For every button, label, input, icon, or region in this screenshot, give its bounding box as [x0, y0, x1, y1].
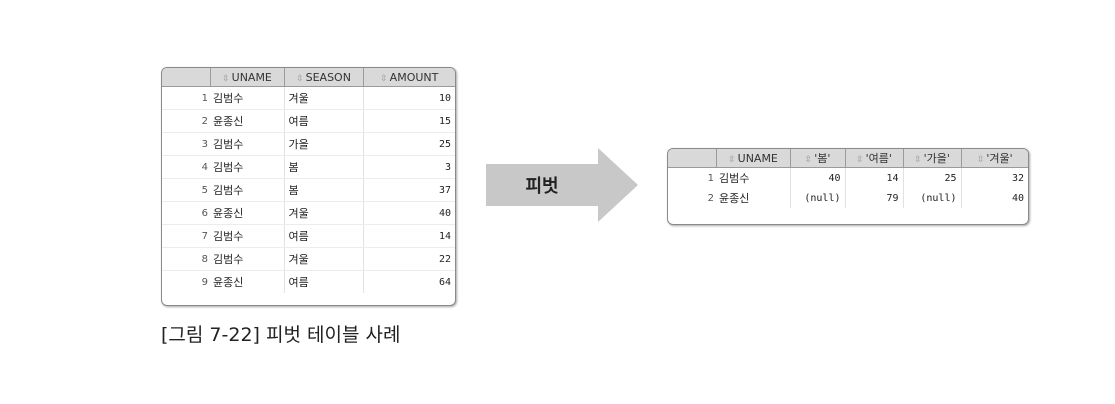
autumn-cell[interactable]: (null): [903, 188, 962, 208]
row-number: 7: [162, 224, 210, 248]
uname-cell[interactable]: 윤종신: [210, 109, 285, 133]
uname-cell[interactable]: 윤종신: [210, 270, 285, 293]
column-header-season[interactable]: ⇳ SEASON: [284, 68, 364, 87]
uname-cell[interactable]: 김범수: [716, 167, 791, 188]
table-row[interactable]: 1 김범수 겨울 10: [162, 86, 455, 110]
uname-cell[interactable]: 윤종신: [210, 201, 285, 225]
pivot-table: ⇳ UNAME ⇳ '봄' ⇳ '여름' ⇳ '가을' ⇳ '겨울' 1 김범수 40 1…: [668, 149, 1028, 208]
source-table-grid: ⇳ UNAME ⇳ SEASON ⇳ AMOUNT 1 김범수 겨울 10 2 윤종신…: [161, 67, 456, 306]
sort-arrows-icon[interactable]: ⇳: [976, 155, 985, 165]
season-cell[interactable]: 여름: [284, 224, 364, 248]
sort-arrows-icon[interactable]: ⇳: [222, 73, 230, 84]
row-number: 2: [162, 109, 210, 133]
row-number: 5: [162, 178, 210, 202]
winter-cell[interactable]: 40: [1011, 192, 1024, 204]
column-header-summer[interactable]: ⇳ '여름': [845, 149, 904, 168]
season-cell[interactable]: 여름: [284, 109, 364, 133]
table-row[interactable]: 8 김범수 겨울 22: [162, 247, 455, 271]
summer-cell[interactable]: 14: [845, 167, 904, 188]
column-header-spring[interactable]: ⇳ '봄': [790, 149, 846, 168]
uname-cell[interactable]: 김범수: [210, 224, 285, 248]
sort-arrows-icon[interactable]: ⇳: [914, 155, 922, 165]
season-cell[interactable]: 가을: [284, 132, 364, 156]
uname-cell[interactable]: 윤종신: [716, 188, 791, 208]
table-row[interactable]: 6 윤종신 겨울 40: [162, 201, 455, 225]
row-number: 3: [162, 132, 210, 156]
table-row[interactable]: 9 윤종신 여름 64: [162, 270, 455, 293]
source-table: ⇳ UNAME ⇳ SEASON ⇳ AMOUNT 1 김범수 겨울 10 2 윤종신…: [162, 68, 455, 293]
summer-cell[interactable]: 79: [845, 188, 904, 208]
pivot-arrow-label: 피벗: [525, 176, 559, 197]
amount-cell[interactable]: 10: [363, 86, 455, 110]
sort-arrows-icon[interactable]: ⇳: [380, 73, 388, 84]
row-number: 6: [162, 201, 210, 225]
season-cell[interactable]: 겨울: [284, 86, 364, 110]
column-header-uname[interactable]: ⇳ UNAME: [716, 149, 791, 168]
column-header-winter[interactable]: ⇳ '겨울': [961, 149, 1028, 168]
table-row[interactable]: 4 김범수 봄 3: [162, 155, 455, 179]
row-number: 2: [707, 192, 714, 204]
table-row[interactable]: 1 김범수 40 14 25 32: [668, 167, 1028, 188]
winter-cell[interactable]: 32: [1011, 172, 1024, 184]
amount-cell[interactable]: 40: [363, 201, 455, 225]
column-header-uname[interactable]: ⇳ UNAME: [210, 68, 285, 87]
amount-cell[interactable]: 37: [363, 178, 455, 202]
uname-cell[interactable]: 김범수: [210, 247, 285, 271]
table-row[interactable]: 3 김범수 가을 25: [162, 132, 455, 156]
source-header-row: ⇳ UNAME ⇳ SEASON ⇳ AMOUNT: [162, 68, 455, 87]
row-number: 1: [162, 86, 210, 110]
season-cell[interactable]: 겨울: [284, 201, 364, 225]
sort-arrows-icon[interactable]: ⇳: [856, 155, 864, 165]
sort-arrows-icon[interactable]: ⇳: [728, 154, 736, 165]
season-cell[interactable]: 봄: [284, 155, 364, 179]
uname-cell[interactable]: 김범수: [210, 132, 285, 156]
autumn-cell[interactable]: 25: [903, 167, 962, 188]
table-row[interactable]: 7 김범수 여름 14: [162, 224, 455, 248]
amount-cell[interactable]: 3: [363, 155, 455, 179]
season-cell[interactable]: 겨울: [284, 247, 364, 271]
table-row[interactable]: 2 윤종신 여름 15: [162, 109, 455, 133]
spring-cell[interactable]: (null): [790, 188, 846, 208]
season-cell[interactable]: 봄: [284, 178, 364, 202]
row-number: 9: [201, 276, 208, 288]
row-number-header: [162, 68, 211, 87]
amount-cell[interactable]: 14: [363, 224, 455, 248]
pivot-arrow-icon: [486, 148, 638, 222]
column-header-amount[interactable]: ⇳ AMOUNT: [363, 68, 455, 87]
spring-cell[interactable]: 40: [790, 167, 846, 188]
row-number: 8: [162, 247, 210, 271]
amount-cell[interactable]: 15: [363, 109, 455, 133]
pivot-table-grid: ⇳ UNAME ⇳ '봄' ⇳ '여름' ⇳ '가을' ⇳ '겨울' 1 김범수 40 1…: [667, 148, 1029, 225]
sort-arrows-icon[interactable]: ⇳: [296, 73, 304, 84]
amount-cell[interactable]: 64: [438, 276, 451, 288]
row-number-header: [668, 149, 717, 168]
amount-cell[interactable]: 22: [363, 247, 455, 271]
uname-cell[interactable]: 김범수: [210, 178, 285, 202]
uname-cell[interactable]: 김범수: [210, 155, 285, 179]
column-header-autumn[interactable]: ⇳ '가을': [903, 149, 962, 168]
table-row[interactable]: 2 윤종신 (null) 79 (null) 40: [668, 188, 1028, 208]
row-number: 4: [162, 155, 210, 179]
row-number: 1: [707, 172, 714, 184]
sort-arrows-icon[interactable]: ⇳: [804, 155, 813, 165]
table-row[interactable]: 5 김범수 봄 37: [162, 178, 455, 202]
figure-caption: [그림 7-22] 피벗 테이블 사례: [161, 324, 401, 346]
season-cell[interactable]: 여름: [284, 270, 364, 293]
uname-cell[interactable]: 김범수: [210, 86, 285, 110]
amount-cell[interactable]: 25: [363, 132, 455, 156]
pivot-header-row: ⇳ UNAME ⇳ '봄' ⇳ '여름' ⇳ '가을' ⇳ '겨울': [668, 149, 1028, 168]
